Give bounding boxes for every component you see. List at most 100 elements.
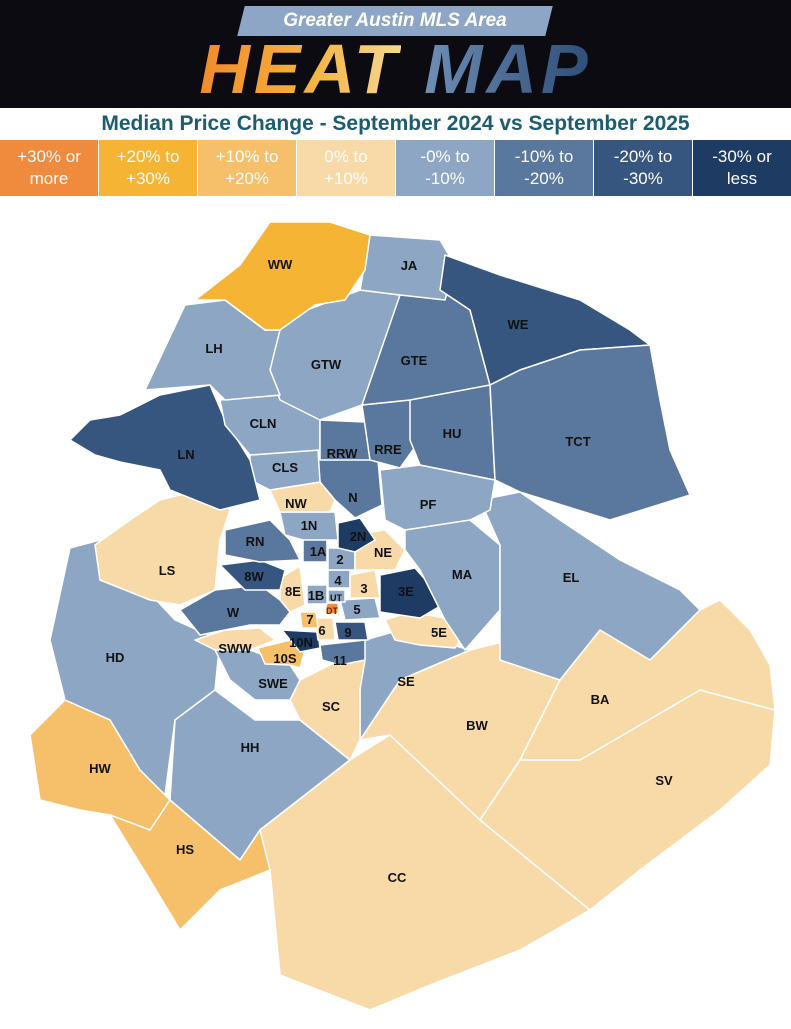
header-banner: Greater Austin MLS Area HEAT MAP — [0, 0, 791, 108]
legend-item: -20% to -30% — [594, 140, 693, 196]
title-map: MAP — [424, 30, 592, 108]
area-label-HU: HU — [443, 426, 462, 441]
area-label-3E: 3E — [398, 584, 414, 599]
area-label-GTW: GTW — [311, 357, 342, 372]
area-label-NW: NW — [285, 496, 307, 511]
area-7[interactable] — [299, 611, 319, 629]
area-label-SC: SC — [322, 699, 341, 714]
legend-item: -30% or less — [693, 140, 791, 196]
area-label-HH: HH — [241, 740, 260, 755]
area-label-1N: 1N — [301, 518, 318, 533]
area-label-DT: DT — [326, 606, 338, 616]
area-EL[interactable] — [479, 491, 701, 681]
area-label-2N: 2N — [350, 529, 367, 544]
area-label-9: 9 — [344, 625, 351, 640]
area-label-BA: BA — [591, 692, 610, 707]
heat-map: WW JA WE LH GTW GTE TCT CLN RRW RRE HU LN CLS N PF NW 1N… — [0, 196, 791, 1024]
area-label-10S: 10S — [273, 651, 296, 666]
area-W[interactable] — [179, 584, 291, 636]
legend-label: -20% to -30% — [613, 147, 673, 188]
area-WW[interactable] — [194, 221, 371, 331]
area-label-LH: LH — [205, 341, 222, 356]
area-label-HD: HD — [106, 650, 125, 665]
area-label-MA: MA — [452, 567, 473, 582]
legend-item: 0% to +10% — [297, 140, 396, 196]
area-label-LN: LN — [177, 447, 194, 462]
area-label-8E: 8E — [285, 584, 301, 599]
legend-label: -0% to -10% — [420, 147, 470, 188]
area-10N[interactable] — [281, 629, 321, 653]
area-label-GTE: GTE — [401, 353, 428, 368]
area-label-HS: HS — [176, 842, 194, 857]
legend-item: +30% or more — [0, 140, 99, 196]
legend-label: 0% to +10% — [324, 147, 368, 188]
area-label-7: 7 — [306, 612, 313, 627]
area-label-SE: SE — [397, 674, 415, 689]
area-label-10N: 10N — [289, 635, 313, 650]
area-DT[interactable] — [325, 602, 339, 615]
legend: +30% or more +20% to +30% +10% to +20% 0… — [0, 140, 791, 196]
area-RN[interactable] — [224, 519, 301, 563]
area-label-RRW: RRW — [327, 446, 359, 461]
area-JA[interactable] — [359, 234, 456, 301]
area-9[interactable] — [334, 621, 369, 641]
area-label-HW: HW — [89, 761, 111, 776]
legend-label: +20% to +30% — [116, 147, 180, 188]
title-heat: HEAT — [199, 30, 401, 108]
area-label-1A: 1A — [310, 544, 327, 559]
area-label-WW: WW — [268, 257, 293, 272]
area-MA[interactable] — [404, 519, 501, 651]
area-label-5: 5 — [353, 602, 360, 617]
area-label-WE: WE — [508, 317, 529, 332]
legend-label: +10% to +20% — [215, 147, 279, 188]
supertitle: Greater Austin MLS Area — [283, 10, 507, 31]
map-svg: WW JA WE LH GTW GTE TCT CLN RRW RRE HU LN CLS N PF NW 1N… — [29, 221, 776, 1011]
legend-label: -10% to -20% — [514, 147, 574, 188]
area-label-EL: EL — [563, 570, 580, 585]
legend-label: -30% or less — [712, 147, 772, 188]
area-CC[interactable] — [259, 734, 591, 1011]
area-label-SV: SV — [655, 773, 673, 788]
area-label-BW: BW — [466, 718, 488, 733]
area-label-TCT: TCT — [565, 434, 590, 449]
area-label-JA: JA — [401, 258, 418, 273]
legend-item: -10% to -20% — [495, 140, 594, 196]
area-UT[interactable] — [327, 589, 346, 603]
subtitle: Median Price Change - September 2024 vs … — [101, 112, 690, 135]
area-label-NE: NE — [374, 545, 392, 560]
area-label-RRE: RRE — [374, 442, 402, 457]
area-label-CLN: CLN — [250, 416, 277, 431]
area-LN[interactable] — [69, 384, 261, 511]
area-label-8W: 8W — [244, 569, 264, 584]
area-label-LS: LS — [159, 563, 176, 578]
area-label-CC: CC — [388, 870, 407, 885]
area-8E[interactable] — [279, 565, 306, 613]
area-label-3: 3 — [360, 581, 367, 596]
area-label-SWE: SWE — [258, 676, 288, 691]
legend-item: +20% to +30% — [99, 140, 198, 196]
area-HD[interactable] — [49, 539, 221, 796]
area-label-RN: RN — [246, 534, 265, 549]
area-2N[interactable] — [337, 517, 376, 553]
legend-item: -0% to -10% — [396, 140, 495, 196]
area-TCT[interactable] — [489, 344, 691, 521]
area-LS[interactable] — [94, 489, 231, 606]
area-label-W: W — [227, 605, 240, 620]
area-6[interactable] — [314, 617, 336, 641]
area-label-UT: UT — [330, 593, 342, 603]
area-label-5E: 5E — [431, 625, 447, 640]
area-label-2: 2 — [336, 552, 343, 567]
legend-item: +10% to +20% — [198, 140, 297, 196]
area-label-1B: 1B — [308, 588, 325, 603]
area-label-PF: PF — [420, 497, 437, 512]
legend-label: +30% or more — [17, 147, 81, 188]
main-title: HEAT MAP — [0, 30, 791, 108]
area-label-CLS: CLS — [272, 460, 298, 475]
area-11[interactable] — [319, 639, 366, 666]
area-label-SWW: SWW — [218, 641, 252, 656]
area-label-6: 6 — [318, 623, 325, 638]
area-1B[interactable] — [306, 584, 328, 605]
area-label-4: 4 — [334, 573, 342, 588]
area-label-N: N — [348, 490, 357, 505]
area-label-11: 11 — [333, 653, 347, 668]
